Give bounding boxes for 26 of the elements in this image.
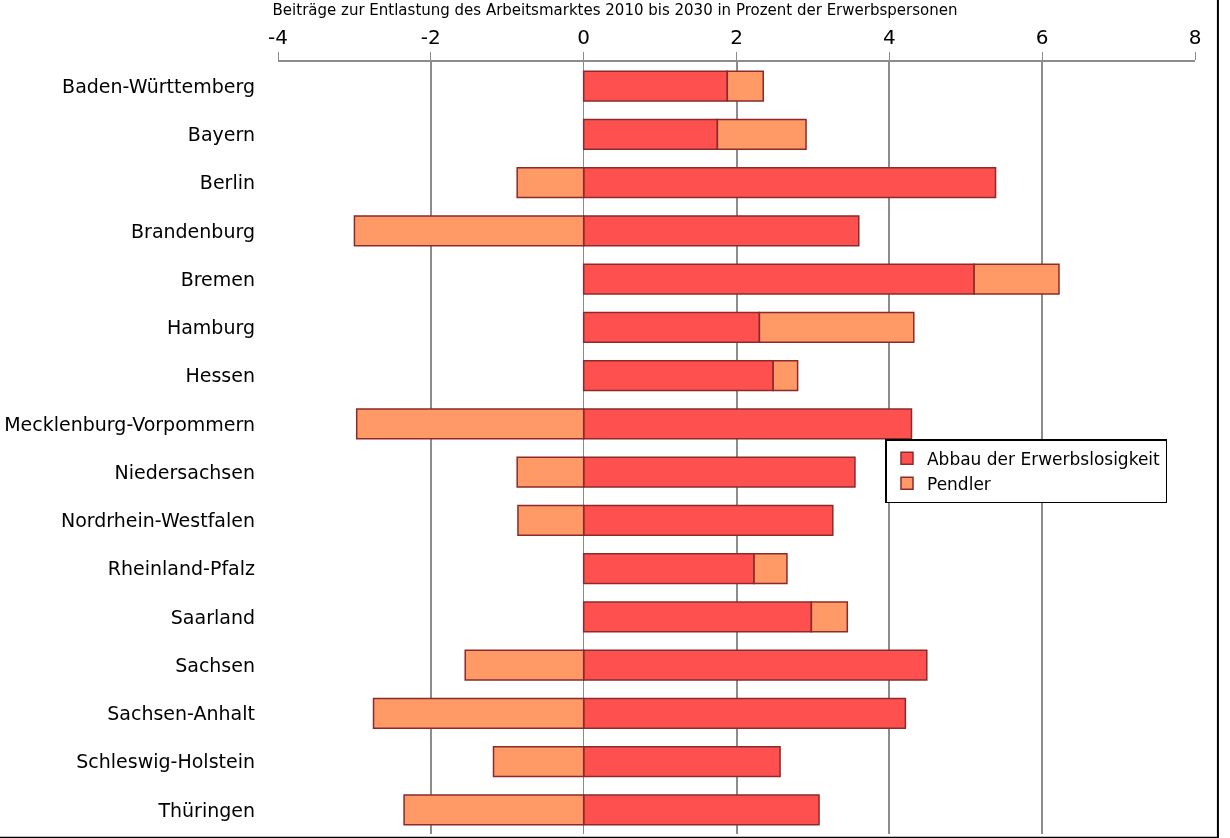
x-tick-label: -4 bbox=[268, 25, 288, 50]
y-tick-label: Nordrhein-Westfalen bbox=[60, 509, 255, 532]
y-tick-label: Hamburg bbox=[166, 316, 255, 339]
x-tick-label: 8 bbox=[1188, 25, 1202, 50]
x-tick-label: -2 bbox=[420, 25, 441, 50]
y-tick-label: Berlin bbox=[199, 171, 255, 194]
y-tick-label: Mecklenburg-Vorpommern bbox=[4, 412, 255, 435]
legend-label: Abbau der Erwerbslosigkeit bbox=[926, 448, 1161, 469]
legend-label: Pendler bbox=[926, 473, 991, 494]
y-tick-label: Saarland bbox=[170, 605, 255, 628]
y-tick-label: Schleswig-Holstein bbox=[76, 750, 255, 773]
x-tick-label: 4 bbox=[882, 25, 896, 50]
chart-title: Beiträge zur Entlastung des Arbeitsmarktes 2010 bis 2030 in Prozent der Erwerbspersonen bbox=[272, 0, 958, 19]
y-tick-label: Sachsen-Anhalt bbox=[107, 702, 255, 725]
y-tick-label: Thüringen bbox=[157, 798, 255, 821]
y-tick-label: Sachsen bbox=[175, 653, 255, 676]
x-tick-label: 0 bbox=[577, 25, 591, 50]
y-tick-label: Niedersachsen bbox=[114, 460, 255, 483]
y-tick-label: Baden-Württemberg bbox=[62, 74, 255, 97]
y-tick-label: Hessen bbox=[185, 364, 255, 387]
y-tick-label: Brandenburg bbox=[131, 219, 255, 242]
x-tick-label: 2 bbox=[730, 25, 743, 50]
x-tick-label: 6 bbox=[1035, 25, 1049, 50]
y-tick-label: Rheinland-Pfalz bbox=[107, 557, 256, 580]
y-tick-label: Bremen bbox=[180, 267, 255, 290]
y-tick-label: Bayern bbox=[187, 123, 255, 146]
